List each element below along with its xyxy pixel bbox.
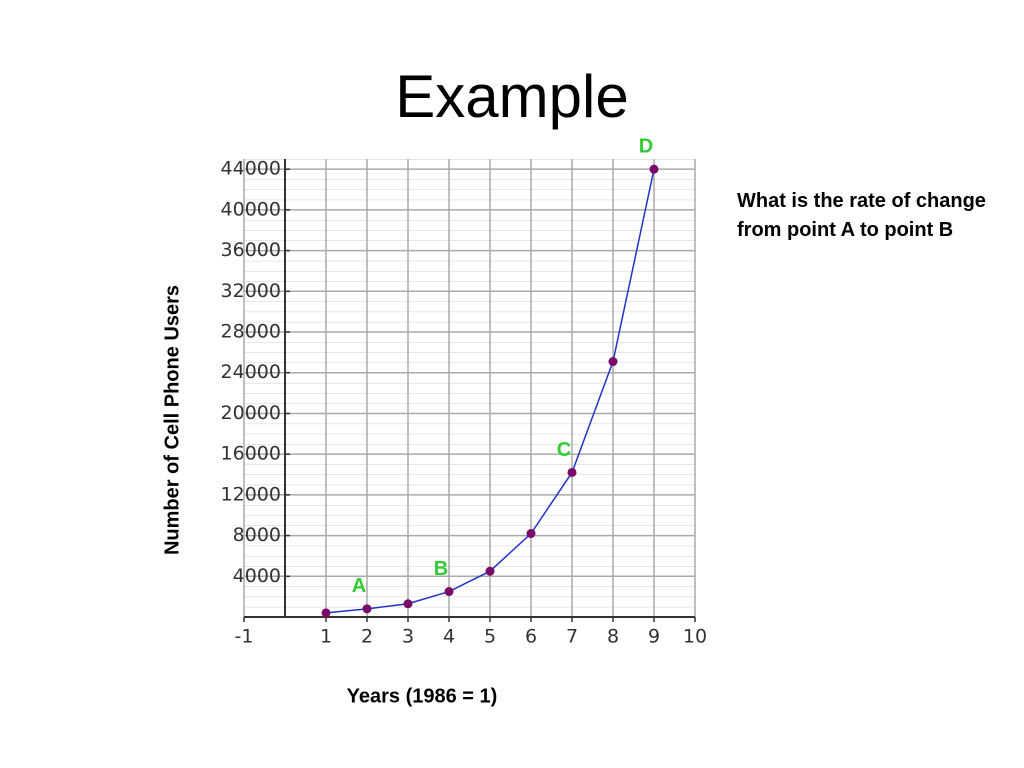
y-tick-label: 4000 [233,565,281,587]
annotation: B [434,558,448,580]
data-point [444,587,454,597]
x-tick-label: 1 [320,626,332,648]
question: What is the rate of change from point A … [737,190,986,241]
slide-title: Example [395,63,629,130]
annotation: D [639,135,653,157]
data-point [321,608,331,618]
x-tick-label: 7 [566,626,578,648]
data-point [649,164,659,174]
y-axis-title: Number of Cell Phone Users [161,285,183,555]
data-point [485,566,495,576]
x-tick-label: 4 [443,626,455,648]
y-tick-label: 28000 [221,321,281,343]
y-tick-label: 16000 [221,443,281,465]
x-axis-title: Years (1986 = 1) [347,685,498,707]
data-point [567,467,577,477]
y-tick-label: 24000 [221,361,281,383]
x-tick-label: 5 [484,626,496,648]
y-tick-label: 20000 [221,402,281,424]
annotation: C [557,439,571,461]
x-tick-label: 6 [525,626,537,648]
y-tick-label: 8000 [233,524,281,546]
data-point [362,604,372,614]
y-tick-label: 40000 [221,198,281,220]
y-tick-label: 36000 [221,239,281,261]
y-tick-label: 44000 [221,158,281,180]
x-tick-label: 3 [402,626,414,648]
annotation: A [352,575,366,597]
data-point [526,529,536,539]
x-tick-label: 2 [361,626,373,648]
y-tick-label: 12000 [221,483,281,505]
data-point [403,599,413,609]
data-point [608,357,618,367]
x-tick-label: 8 [607,626,619,648]
x-tick-label: 10 [683,626,707,648]
x-tick-label: 9 [648,626,660,648]
y-tick-label: 32000 [221,280,281,302]
minor-grid [244,159,695,617]
x-tick-label: -1 [235,626,254,648]
